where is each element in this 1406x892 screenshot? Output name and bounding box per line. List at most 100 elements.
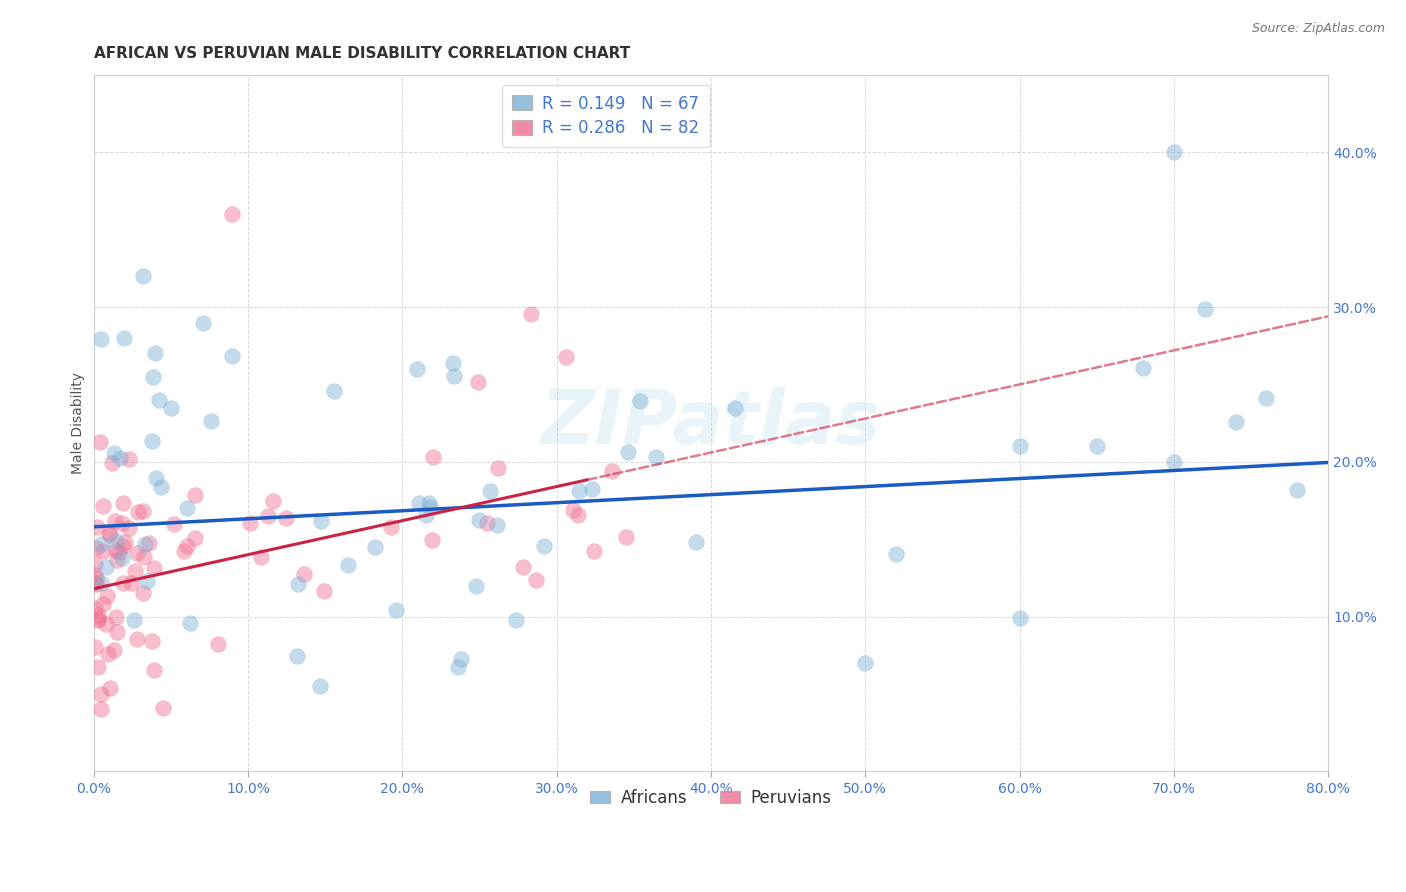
- Point: [91, 597, 114, 611]
- Point: [94, 617, 117, 632]
- Point: [581, 482, 603, 496]
- Point: [141, 434, 163, 448]
- Point: [600, 464, 623, 478]
- Text: ZIPatlas: ZIPatlas: [541, 386, 882, 459]
- Point: [138, 535, 160, 549]
- Point: [94, 560, 117, 574]
- Point: [200, 414, 222, 428]
- Point: [567, 508, 589, 522]
- Point: [105, 610, 128, 624]
- Text: Source: ZipAtlas.com: Source: ZipAtlas.com: [1251, 22, 1385, 36]
- Point: [142, 369, 165, 384]
- Point: [111, 550, 134, 565]
- Point: [84, 557, 107, 571]
- Point: [1132, 360, 1154, 375]
- Point: [111, 496, 134, 510]
- Point: [179, 615, 201, 630]
- Point: [520, 307, 543, 321]
- Point: [176, 501, 198, 516]
- Point: [90, 702, 112, 716]
- Point: [136, 574, 159, 589]
- Point: [380, 520, 402, 534]
- Point: [385, 603, 408, 617]
- Point: [98, 528, 121, 542]
- Point: [114, 331, 136, 345]
- Point: [84, 541, 107, 556]
- Point: [582, 544, 605, 558]
- Point: [486, 461, 509, 475]
- Point: [90, 537, 112, 551]
- Point: [441, 356, 464, 370]
- Point: [276, 510, 298, 524]
- Point: [120, 576, 142, 591]
- Point: [628, 394, 651, 409]
- Point: [104, 542, 127, 557]
- Point: [408, 496, 430, 510]
- Point: [450, 652, 472, 666]
- Point: [314, 584, 336, 599]
- Point: [87, 660, 110, 674]
- Point: [287, 576, 309, 591]
- Point: [90, 332, 112, 346]
- Point: [415, 508, 437, 522]
- Point: [173, 544, 195, 558]
- Point: [443, 368, 465, 383]
- Point: [108, 450, 131, 465]
- Point: [84, 572, 107, 586]
- Point: [422, 533, 444, 547]
- Point: [84, 576, 107, 591]
- Point: [97, 648, 120, 662]
- Point: [90, 687, 112, 701]
- Point: [257, 508, 280, 523]
- Point: [723, 401, 745, 415]
- Y-axis label: Male Disability: Male Disability: [72, 372, 86, 475]
- Point: [150, 480, 173, 494]
- Point: [419, 500, 441, 514]
- Point: [105, 624, 128, 639]
- Point: [87, 613, 110, 627]
- Point: [561, 503, 583, 517]
- Point: [1008, 439, 1031, 453]
- Point: [132, 504, 155, 518]
- Point: [221, 350, 243, 364]
- Point: [524, 573, 547, 587]
- Point: [292, 567, 315, 582]
- Point: [148, 392, 170, 407]
- Point: [406, 362, 429, 376]
- Point: [884, 547, 907, 561]
- Point: [1194, 302, 1216, 317]
- Point: [134, 549, 156, 564]
- Point: [152, 701, 174, 715]
- Point: [163, 516, 186, 531]
- Point: [184, 532, 207, 546]
- Point: [207, 638, 229, 652]
- Point: [1286, 483, 1309, 497]
- Point: [84, 577, 107, 591]
- Point: [93, 544, 115, 558]
- Point: [103, 643, 125, 657]
- Point: [184, 488, 207, 502]
- Point: [84, 640, 107, 654]
- Point: [176, 539, 198, 553]
- Point: [262, 494, 284, 508]
- Point: [337, 558, 360, 573]
- Point: [1163, 455, 1185, 469]
- Point: [475, 516, 498, 530]
- Point: [104, 533, 127, 548]
- Point: [464, 579, 486, 593]
- Point: [112, 576, 135, 591]
- Point: [143, 663, 166, 677]
- Point: [191, 316, 214, 330]
- Point: [131, 585, 153, 599]
- Point: [323, 384, 346, 399]
- Point: [239, 516, 262, 530]
- Point: [309, 679, 332, 693]
- Point: [1008, 611, 1031, 625]
- Point: [1085, 439, 1108, 453]
- Point: [1256, 391, 1278, 405]
- Point: [309, 514, 332, 528]
- Point: [447, 660, 470, 674]
- Point: [114, 535, 136, 549]
- Point: [533, 539, 555, 553]
- Point: [112, 539, 135, 553]
